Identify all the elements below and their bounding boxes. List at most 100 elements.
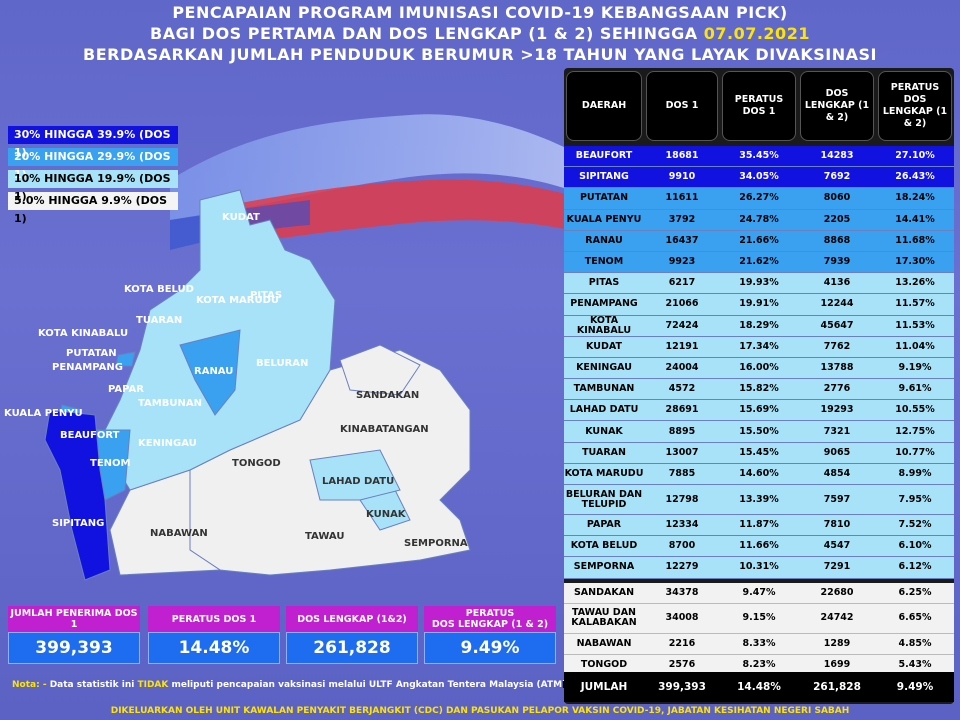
title-line-3: BERDASARKAN JUMLAH PENDUDUK BERUMUR >18 …	[83, 45, 877, 64]
cell-pct-dose1: 34.05%	[720, 167, 798, 189]
vaccination-table: DAERAH DOS 1 PERATUS DOS 1 DOS LENGKAP (1 &…	[562, 68, 954, 704]
cell-pct-dose1: 19.91%	[720, 294, 798, 316]
table-row: NABAWAN 2216 8.33% 1289 4.85%	[564, 633, 954, 655]
table-row: SANDAKAN 34378 9.47% 22680 6.25%	[564, 582, 954, 604]
cell-pct-complete: 11.04%	[876, 336, 954, 358]
cell-dose1: 72424	[644, 315, 720, 337]
cell-pct-dose1: 8.33%	[720, 633, 798, 655]
table-row: KOTA MARUDU 7885 14.60% 4854 8.99%	[564, 463, 954, 485]
cell-complete: 2205	[798, 209, 876, 231]
cell-district: TENOM	[564, 251, 644, 274]
summary-label: PERATUS DOS 1	[148, 606, 280, 632]
cell-dose1: 12334	[644, 515, 720, 537]
cell-pct-dose1: 21.66%	[720, 230, 798, 252]
legend-item: 30% HINGGA 39.9% (DOS 1)	[8, 126, 178, 159]
table-row: PITAS 6217 19.93% 4136 13.26%	[564, 273, 954, 295]
map-label-kota-marudu: KOTA MARUDU	[196, 295, 279, 306]
cell-pct-complete: 13.26%	[876, 273, 954, 295]
cell-district: KENINGAU	[564, 357, 644, 380]
cell-dose1: 6217	[644, 273, 720, 295]
page-title: PENCAPAIAN PROGRAM IMUNISASI COVID-19 KE…	[0, 2, 960, 65]
cell-complete: 7939	[798, 251, 876, 274]
note-text-b: meliputi pencapaian vaksinasi melalui UL…	[168, 680, 570, 690]
summary-value: 399,393	[8, 632, 140, 664]
cell-district: TAMBUNAN	[564, 379, 644, 401]
map-label-kuala-penyu: KUALA PENYU	[4, 408, 83, 419]
map-label-keningau: KENINGAU	[138, 438, 197, 449]
cell-pct-dose1: 17.34%	[720, 336, 798, 358]
map-region-putatan	[115, 351, 136, 367]
table-row: LAHAD DATU 28691 15.69% 19293 10.55%	[564, 400, 954, 422]
table-header-cell: DOS 1	[646, 71, 718, 141]
note-text-a: Data statistik ini	[49, 680, 138, 690]
cell-complete: 7692	[798, 167, 876, 189]
table-body: BEAUFORT 18681 35.45% 14283 27.10% SIPITANG 99…	[562, 146, 954, 698]
cell-district: SANDAKAN	[564, 582, 644, 604]
cell-complete: 12244	[798, 294, 876, 316]
cell-pct-dose1: 26.27%	[720, 188, 798, 210]
title-line-2-text: BAGI DOS PERTAMA DAN DOS LENGKAP (1 & 2)…	[150, 24, 704, 43]
table-row: TAWAU DAN KALABAKAN 34008 9.15% 24742 6.65%	[564, 603, 954, 634]
cell-dose1: 18681	[644, 146, 720, 168]
cell-complete: 4136	[798, 273, 876, 295]
cell-pct-dose1: 15.50%	[720, 421, 798, 443]
cell-dose1: 9910	[644, 167, 720, 189]
total-pct-dose1: 14.48%	[737, 681, 781, 693]
cell-pct-complete: 12.75%	[876, 421, 954, 443]
cell-dose1: 3792	[644, 209, 720, 231]
cell-pct-dose1: 18.29%	[720, 315, 798, 337]
cell-district: PITAS	[564, 273, 644, 295]
total-complete: 261,828	[813, 681, 861, 693]
summary-value: 261,828	[286, 632, 418, 664]
cell-pct-complete: 11.53%	[876, 315, 954, 337]
map-label-kota-belud: KOTA BELUD	[124, 284, 194, 295]
note-prefix: Nota: -	[12, 680, 50, 690]
map-label-lahad-datu: LAHAD DATU	[322, 476, 394, 487]
cell-pct-complete: 6.12%	[876, 557, 954, 579]
cell-complete: 2776	[798, 379, 876, 401]
map-region-lahad-datu	[309, 449, 401, 501]
cell-dose1: 21066	[644, 294, 720, 316]
summary-pct-complete: PERATUS DOS LENGKAP (1 & 2) 9.49%	[424, 606, 556, 666]
cell-district: KOTA MARUDU	[564, 463, 644, 485]
cell-pct-complete: 6.25%	[876, 582, 954, 604]
summary-complete-dose: DOS LENGKAP (1&2) 261,828	[286, 606, 418, 666]
table-row: PUTATAN 11611 26.27% 8060 18.24%	[564, 188, 954, 210]
cell-pct-dose1: 35.45%	[720, 146, 798, 168]
legend-item: 5.0% HINGGA 9.9% (DOS 1)	[8, 192, 178, 225]
cell-district: LAHAD DATU	[564, 400, 644, 422]
summary-label: JUMLAH PENERIMA DOS 1	[8, 606, 140, 632]
cell-dose1: 24004	[644, 357, 720, 380]
cell-pct-dose1: 10.31%	[720, 557, 798, 579]
cell-pct-dose1: 13.39%	[720, 485, 798, 515]
cell-complete: 9065	[798, 442, 876, 464]
map-label-kota-kinabalu: KOTA KINABALU	[38, 328, 128, 339]
cell-district: KUALA PENYU	[564, 209, 644, 231]
cell-pct-complete: 11.68%	[876, 230, 954, 252]
map-label-papar: PAPAR	[108, 384, 144, 395]
footer-credit: DIKELUARKAN OLEH UNIT KAWALAN PENYAKIT B…	[110, 706, 850, 716]
cell-pct-dose1: 9.15%	[720, 603, 798, 634]
table-row: TONGOD 2576 8.23% 1699 5.43%	[564, 654, 954, 677]
cell-district: KUNAK	[564, 421, 644, 443]
table-total-row: JUMLAH 399,393 14.48% 261,828 9.49%	[564, 672, 954, 702]
summary-value: 14.48%	[148, 632, 280, 664]
table-row: TAMBUNAN 4572 15.82% 2776 9.61%	[564, 379, 954, 401]
map-legend: 30% HINGGA 39.9% (DOS 1)20% HINGGA 29.9%…	[8, 126, 178, 225]
map-label-tawau: TAWAU	[305, 531, 344, 542]
map-label-tambunan: TAMBUNAN	[138, 398, 202, 409]
cell-dose1: 7885	[644, 463, 720, 485]
table-row: KUALA PENYU 3792 24.78% 2205 14.41%	[564, 209, 954, 231]
cell-district: KOTA BELUD	[564, 536, 644, 558]
total-pct-complete: 9.49%	[896, 681, 934, 693]
summary-boxes: JUMLAH PENERIMA DOS 1 399,393 PERATUS DO…	[8, 606, 558, 666]
title-line-1: PENCAPAIAN PROGRAM IMUNISASI COVID-19 KE…	[172, 3, 788, 22]
cell-district: KOTA KINABALU	[564, 315, 644, 337]
title-line-2: BAGI DOS PERTAMA DAN DOS LENGKAP (1 & 2)…	[0, 23, 960, 44]
table-row: KUDAT 12191 17.34% 7762 11.04%	[564, 336, 954, 358]
cell-dose1: 8895	[644, 421, 720, 443]
cell-dose1: 34008	[644, 603, 720, 634]
table-row: TUARAN 13007 15.45% 9065 10.77%	[564, 442, 954, 464]
map-label-ranau: RANAU	[194, 366, 233, 377]
cell-district: SEMPORNA	[564, 557, 644, 579]
